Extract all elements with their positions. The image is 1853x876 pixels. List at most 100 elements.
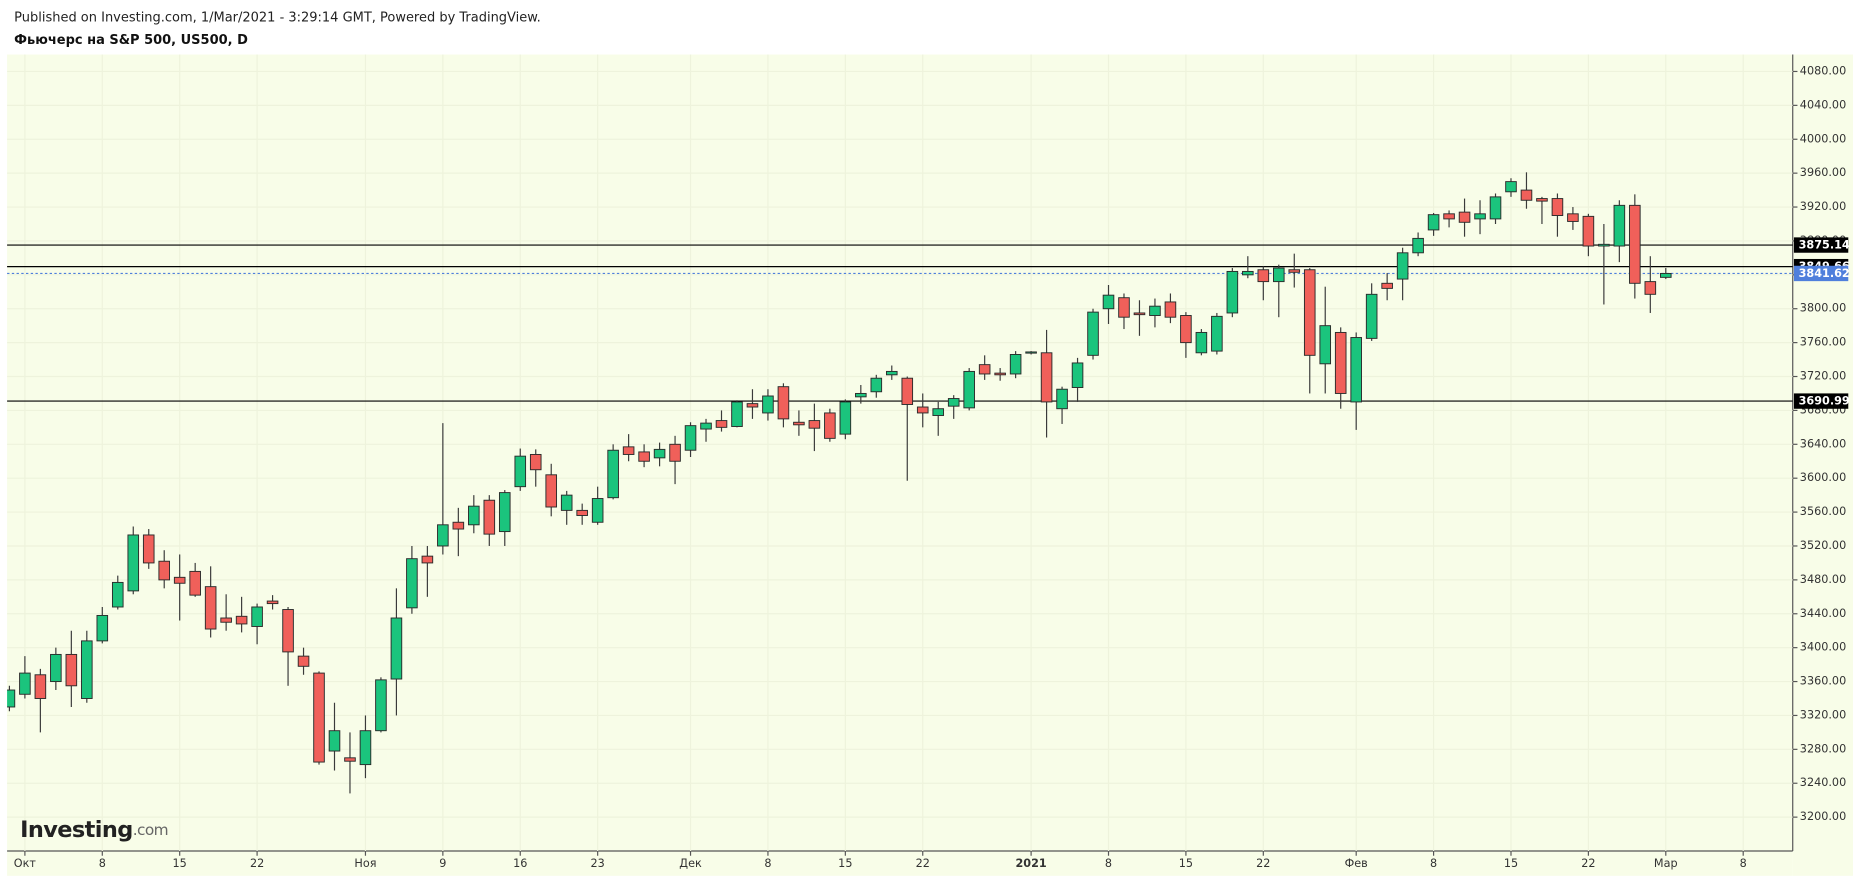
y-tick-label: 3560.00: [1800, 505, 1846, 518]
price-line-tag: [1793, 237, 1849, 253]
candle-body: [81, 640, 93, 699]
candle-body: [1412, 237, 1424, 254]
candle-body: [1242, 270, 1254, 276]
candle-body: [7, 689, 16, 708]
candles: [7, 172, 1672, 794]
candle-body: [282, 609, 294, 653]
candle-body: [297, 655, 310, 667]
price-line-label: 3690.99: [1799, 395, 1850, 408]
y-tick-label: 3400.00: [1800, 641, 1846, 654]
candle-body: [560, 494, 573, 511]
candle-body: [173, 576, 186, 584]
candle-body: [1520, 189, 1533, 201]
candle-body: [1396, 252, 1409, 280]
candle-body: [963, 370, 975, 409]
candle-body: [235, 615, 248, 625]
candle-body: [1195, 331, 1208, 354]
chart-title: Фьючерс на S&P 500, US500, D: [14, 33, 248, 48]
candle-body: [1149, 305, 1161, 316]
candle-body: [375, 679, 387, 732]
x-tick-label: 8: [99, 857, 106, 870]
candle-body: [127, 534, 140, 592]
candle-body: [885, 370, 898, 376]
candle-body: [483, 499, 496, 535]
candle-body: [1489, 196, 1502, 220]
candle-body: [1567, 213, 1579, 222]
candle-body: [158, 560, 171, 581]
candle-body: [1133, 312, 1146, 316]
candle-body: [1009, 354, 1022, 375]
y-tick-label: 4040.00: [1800, 98, 1846, 111]
logo-suffix: .com: [133, 820, 168, 838]
candle-body: [1025, 351, 1037, 354]
last-price-line-tag: [1793, 265, 1849, 282]
candle-body: [452, 521, 465, 530]
x-tick-label: 16: [513, 857, 527, 870]
candle-body: [1365, 293, 1378, 339]
y-tick-label: 3480.00: [1800, 573, 1846, 586]
candle-body: [653, 448, 666, 459]
x-tick-label: 22: [250, 857, 264, 870]
candle-body: [932, 408, 945, 416]
candle-body: [189, 570, 201, 596]
candle-body: [406, 558, 418, 609]
candle-body: [65, 653, 78, 687]
candle-body: [731, 401, 743, 427]
x-tick-label: 9: [439, 857, 446, 870]
candle-body: [622, 446, 635, 455]
candle-body: [19, 672, 31, 695]
candle-body: [251, 606, 263, 627]
candle-body: [437, 524, 449, 547]
candle-body: [545, 474, 558, 508]
candle-body: [1582, 215, 1595, 247]
candle-body: [328, 730, 341, 752]
axes: 3200.00 3240.00 3280.00 3320.00 3360.00 3400.…: [14, 64, 1850, 870]
y-tick-label: 3640.00: [1800, 437, 1846, 450]
y-tick-label: 3520.00: [1800, 539, 1846, 552]
y-tick-label: 3920.00: [1800, 200, 1846, 213]
candle-body: [1629, 204, 1641, 284]
candle-body: [1087, 311, 1099, 356]
y-tick-label: 3320.00: [1800, 708, 1846, 721]
x-tick-label: 8: [1105, 857, 1112, 870]
candle-body: [1056, 388, 1068, 410]
candle-body: [468, 505, 480, 526]
candle-body: [1613, 204, 1626, 247]
y-tick-label: 3240.00: [1800, 776, 1846, 789]
candle-body: [1040, 352, 1053, 403]
candle-body: [1334, 331, 1347, 394]
x-tick-label: 15: [1179, 857, 1193, 870]
y-tick-label: 3280.00: [1800, 742, 1846, 755]
candle-body: [1319, 325, 1332, 365]
candle-body: [669, 443, 681, 462]
candle-body: [1288, 269, 1301, 273]
y-tick-label: 3360.00: [1800, 675, 1846, 688]
candle-body: [855, 392, 867, 398]
candle-body: [1180, 315, 1192, 344]
candle-body: [746, 403, 759, 408]
x-tick-label: 15: [1504, 857, 1518, 870]
y-axis-area: [1792, 54, 1853, 876]
candle-body: [1211, 315, 1223, 352]
x-tick-label: 8: [1430, 857, 1437, 870]
candle-body: [916, 406, 929, 414]
y-tick-label: 4000.00: [1800, 132, 1846, 145]
candle-body: [1458, 211, 1471, 223]
candle-body: [266, 600, 279, 605]
x-axis-area: [7, 851, 1793, 876]
x-tick-label: Фев: [1345, 857, 1368, 870]
grid: [7, 54, 1793, 852]
candle-body: [607, 449, 619, 499]
candle-body: [111, 581, 124, 608]
candle-body: [1474, 213, 1486, 220]
candle-body: [313, 672, 325, 763]
candle-body: [715, 420, 728, 428]
x-tick-label: 2021: [1015, 857, 1046, 870]
price-lines: [7, 244, 1793, 402]
plot-area: [7, 54, 1793, 852]
candle-body: [1226, 270, 1239, 314]
x-tick-label: Ноя: [354, 857, 376, 870]
candle-body: [978, 364, 991, 375]
